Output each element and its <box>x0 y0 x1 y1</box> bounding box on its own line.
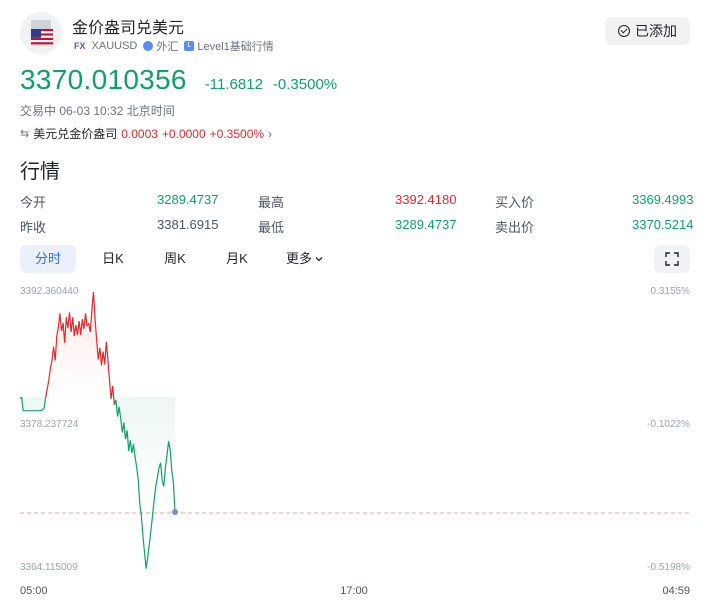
market-tag: 外汇 <box>143 38 178 54</box>
fullscreen-button[interactable] <box>654 245 690 273</box>
level-tag: L Level1基础行情 <box>184 38 274 54</box>
price-change: -11.6812 <box>204 76 263 93</box>
low-label: 最低 <box>258 220 285 235</box>
swap-icon: ⇆ <box>20 128 30 140</box>
price-area-down-fill <box>20 397 175 569</box>
tab-week-k[interactable]: 周K <box>164 251 186 266</box>
reverse-pair-change-percent: +0.3500% <box>209 126 265 141</box>
y-axis-right-tick-label: -0.5198% <box>647 562 690 573</box>
symbol-code: XAUUSD <box>91 40 138 52</box>
prev-close-value: 3381.6915 <box>157 217 219 232</box>
check-circle-icon <box>618 25 630 37</box>
y-axis-left-tick-label: 3378.237724 <box>20 419 79 430</box>
stats-row: 昨收 3381.6915 最低 3289.4737 卖出价 3370.5214 <box>20 213 694 238</box>
reverse-pair-change: +0.0000 <box>161 126 206 141</box>
ask-label: 卖出价 <box>495 220 535 235</box>
quote-row: 3370.010356 -11.6812 -0.3500% <box>20 64 337 96</box>
last-price: 3370.010356 <box>20 64 187 95</box>
bid-label: 买入价 <box>495 195 535 210</box>
instrument-meta: FX XAUUSD 外汇 L Level1基础行情 <box>74 38 274 54</box>
fx-badge: FX <box>74 41 86 51</box>
tab-month-k[interactable]: 月K <box>226 251 248 266</box>
instrument-title: 金价盎司兑美元 <box>72 20 185 37</box>
tab-more-label: 更多 <box>286 251 313 266</box>
reverse-pair-link[interactable]: ⇆ 美元兑金价盎司 0.0003 +0.0000 +0.3500% › <box>20 125 272 142</box>
trading-status: 交易中 06-03 10:32 北京时间 <box>20 104 175 118</box>
price-change-percent: -0.3500% <box>272 76 338 93</box>
reverse-pair-price: 0.0003 <box>121 126 158 141</box>
y-axis-right-tick-label: -0.1022% <box>647 419 690 430</box>
quote-stats: 今开 3289.4737 最高 3392.4180 买入价 3369.4993 … <box>20 188 694 238</box>
x-axis-tick-label: 05:00 <box>20 585 48 597</box>
reverse-pair-label: 美元兑金价盎司 <box>33 127 118 141</box>
tab-intraday[interactable]: 分时 <box>20 245 76 273</box>
ask-value: 3370.5214 <box>632 217 694 232</box>
chart-period-tabs: 分时 日K 周K 月K 更多 <box>20 245 690 273</box>
intraday-chart-svg: 3392.360440 3378.237724 3364.115009 0.3155%… <box>19 286 691 597</box>
chevron-down-icon <box>315 257 323 262</box>
last-price-dot <box>172 508 178 515</box>
instrument-header: 金价盎司兑美元 FX XAUUSD 外汇 L Level1基础行情 已添加 <box>20 10 690 58</box>
y-axis-left-tick-label: 3392.360440 <box>20 286 79 297</box>
y-axis-right-tick-label: 0.3155% <box>651 286 691 297</box>
x-axis-tick-label: 04:59 <box>662 585 690 597</box>
added-button-label: 已添加 <box>635 23 677 39</box>
stats-row: 今开 3289.4737 最高 3392.4180 买入价 3369.4993 <box>20 188 694 213</box>
market-section-title: 行情 <box>20 161 60 183</box>
level-icon: L <box>184 41 195 51</box>
high-value: 3392.4180 <box>395 192 457 207</box>
intraday-chart[interactable]: 3392.360440 3378.237724 3364.115009 0.3155%… <box>0 280 706 611</box>
y-axis-left-tick-label: 3364.115009 <box>20 562 78 573</box>
x-axis-tick-label: 17:00 <box>340 585 368 597</box>
open-label: 今开 <box>20 195 47 210</box>
chevron-right-icon: › <box>268 126 273 141</box>
high-label: 最高 <box>258 195 285 210</box>
level-label: Level1基础行情 <box>197 41 274 53</box>
globe-icon <box>143 41 154 51</box>
bid-value: 3369.4993 <box>632 192 694 207</box>
tab-day-k[interactable]: 日K <box>102 251 124 266</box>
tab-more[interactable]: 更多 <box>286 245 332 273</box>
added-watchlist-button[interactable]: 已添加 <box>605 17 690 45</box>
low-value: 3289.4737 <box>395 217 457 232</box>
us-flag-icon <box>20 12 62 54</box>
price-line-down-series <box>19 396 176 569</box>
price-area-up-fill <box>20 292 175 398</box>
market-label: 外汇 <box>156 41 179 53</box>
price-line-up-series <box>45 291 115 405</box>
expand-icon <box>665 252 679 266</box>
open-value: 3289.4737 <box>157 192 219 207</box>
prev-close-label: 昨收 <box>20 220 47 235</box>
